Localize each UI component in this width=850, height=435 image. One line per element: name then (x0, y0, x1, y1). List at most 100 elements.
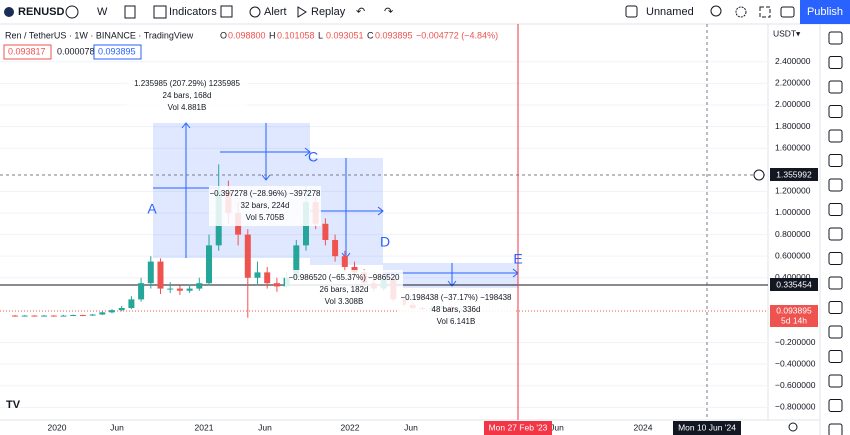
alert-icon[interactable] (249, 6, 261, 18)
sidebar-button[interactable] (828, 227, 843, 241)
candle-body (99, 312, 106, 315)
candle-body (147, 261, 154, 284)
search[interactable] (710, 5, 722, 17)
x-tick-label: Jun (258, 422, 272, 432)
currency[interactable]: USDT (773, 28, 796, 38)
measure-letter: C (308, 149, 318, 165)
symbol-icon[interactable] (4, 7, 14, 17)
ohlc: O 0.098800 H 0.101058 L 0.093051 C 0.093895 −0.0… (220, 30, 498, 40)
toolbar (0, 0, 850, 24)
y-tick-label: −0.600000 (775, 380, 816, 390)
time-axis: 2020 Jun 2021 Jun 2022 Jun Jun 2024 (48, 422, 653, 432)
candle-body (118, 308, 125, 311)
y-tick-label: 1.600000 (775, 142, 811, 152)
ask: 0.093895 (98, 46, 136, 56)
sidebar-button[interactable] (828, 423, 843, 435)
arrow (220, 147, 311, 157)
right-sidebar (828, 31, 843, 435)
measure-tooltip (209, 186, 321, 226)
y-tick-label: 2.200000 (775, 78, 811, 88)
chart-style[interactable] (124, 5, 136, 19)
axis-settings[interactable] (788, 422, 798, 432)
layout-name[interactable]: Unnamed (646, 6, 694, 18)
sidebar-button[interactable] (828, 56, 843, 69)
candle-body (157, 261, 164, 289)
ask-box (93, 44, 142, 60)
sidebar-button[interactable] (828, 154, 843, 167)
sidebar-button[interactable] (828, 129, 843, 143)
cursor-date-tag (484, 421, 552, 435)
change: −0.004772 (−4.84%) (416, 30, 498, 40)
measure-tooltip (127, 76, 247, 116)
sidebar-button[interactable] (828, 80, 843, 94)
snapshot[interactable] (780, 6, 795, 18)
cursor-date: Mon 27 Feb '23 (489, 422, 548, 432)
candle-body (12, 315, 18, 317)
sidebar-button[interactable] (828, 350, 843, 363)
line-tag (770, 278, 818, 291)
settings[interactable] (735, 6, 747, 18)
measure-range: −0.397278 (−28.96%) −397278 (210, 189, 322, 198)
ohlc-label: H (269, 30, 276, 40)
candle-body (264, 272, 271, 284)
measure-labels: A 1.235985 (207.29%) 1235985 24 bars, 168d… (127, 76, 523, 330)
replay[interactable]: Replay (311, 6, 346, 18)
crosshair-tag (770, 168, 818, 181)
sidebar-button[interactable] (828, 31, 843, 45)
measure-vol: Vol 6.141B (437, 317, 476, 326)
sidebar-button[interactable] (828, 276, 843, 290)
arrow (181, 122, 191, 258)
measure-vol: Vol 5.705B (246, 213, 285, 222)
alert[interactable]: Alert (264, 6, 287, 18)
candle-body (254, 272, 261, 278)
sidebar-button[interactable] (828, 325, 843, 339)
candle-body (341, 256, 348, 267)
measure-range: −0.986520 (−65.37%) −986520 (289, 273, 401, 282)
sidebar-button[interactable] (828, 399, 843, 412)
add-button[interactable] (753, 169, 765, 181)
sidebar-button[interactable] (828, 301, 843, 314)
measure-bars: 24 bars, 168d (163, 91, 212, 100)
add-symbol[interactable] (65, 5, 79, 19)
legend-title: Ren / TetherUS · 1W · BINANCE · TradingV… (5, 30, 194, 40)
tv-logo: TV (6, 399, 21, 411)
candle-body (186, 288, 193, 291)
redo[interactable]: ↷ (384, 6, 393, 18)
candle-body (41, 315, 48, 317)
layout-icon[interactable] (625, 5, 638, 18)
candle-body (244, 234, 251, 278)
candle-body (167, 288, 174, 290)
measure-letter: E (513, 251, 522, 267)
crosshair-date: Mon 10 Jun '24 (678, 422, 736, 432)
measure-range: −0.198438 (−37.17%) −198438 (401, 293, 513, 302)
publish-button[interactable] (800, 0, 850, 24)
publish[interactable]: Publish (807, 6, 843, 18)
ohlc-label: O (220, 30, 227, 40)
x-tick-label: 2022 (341, 422, 360, 432)
fullscreen[interactable] (759, 6, 771, 18)
replay-icon[interactable] (297, 6, 307, 18)
y-tick-label: 1.800000 (775, 121, 811, 131)
indicators[interactable]: Indicators (169, 6, 217, 18)
candle-body (351, 266, 358, 273)
sidebar-button[interactable] (828, 105, 843, 118)
measure-bars: 48 bars, 336d (432, 305, 481, 314)
interval[interactable]: W (97, 6, 108, 18)
candle-body (21, 315, 28, 317)
currency-dropdown[interactable]: ▾ (796, 28, 801, 38)
sidebar-button[interactable] (828, 252, 843, 265)
candle-body (31, 315, 38, 317)
ohlc-value: 0.098800 (228, 30, 266, 40)
symbol[interactable]: RENUSD (18, 6, 65, 18)
templates[interactable] (220, 5, 233, 18)
y-tick-label: 2.400000 (775, 56, 811, 66)
undo[interactable]: ↶ (356, 6, 365, 18)
sidebar-button[interactable] (828, 178, 843, 192)
measure-range: 1.235985 (207.29%) 1235985 (134, 79, 240, 88)
x-tick-label: 2024 (634, 422, 653, 432)
x-tick-label: 2020 (48, 422, 67, 432)
sidebar-button[interactable] (828, 374, 843, 388)
sidebar-button[interactable] (828, 203, 843, 216)
indicators-icon[interactable] (153, 5, 167, 19)
